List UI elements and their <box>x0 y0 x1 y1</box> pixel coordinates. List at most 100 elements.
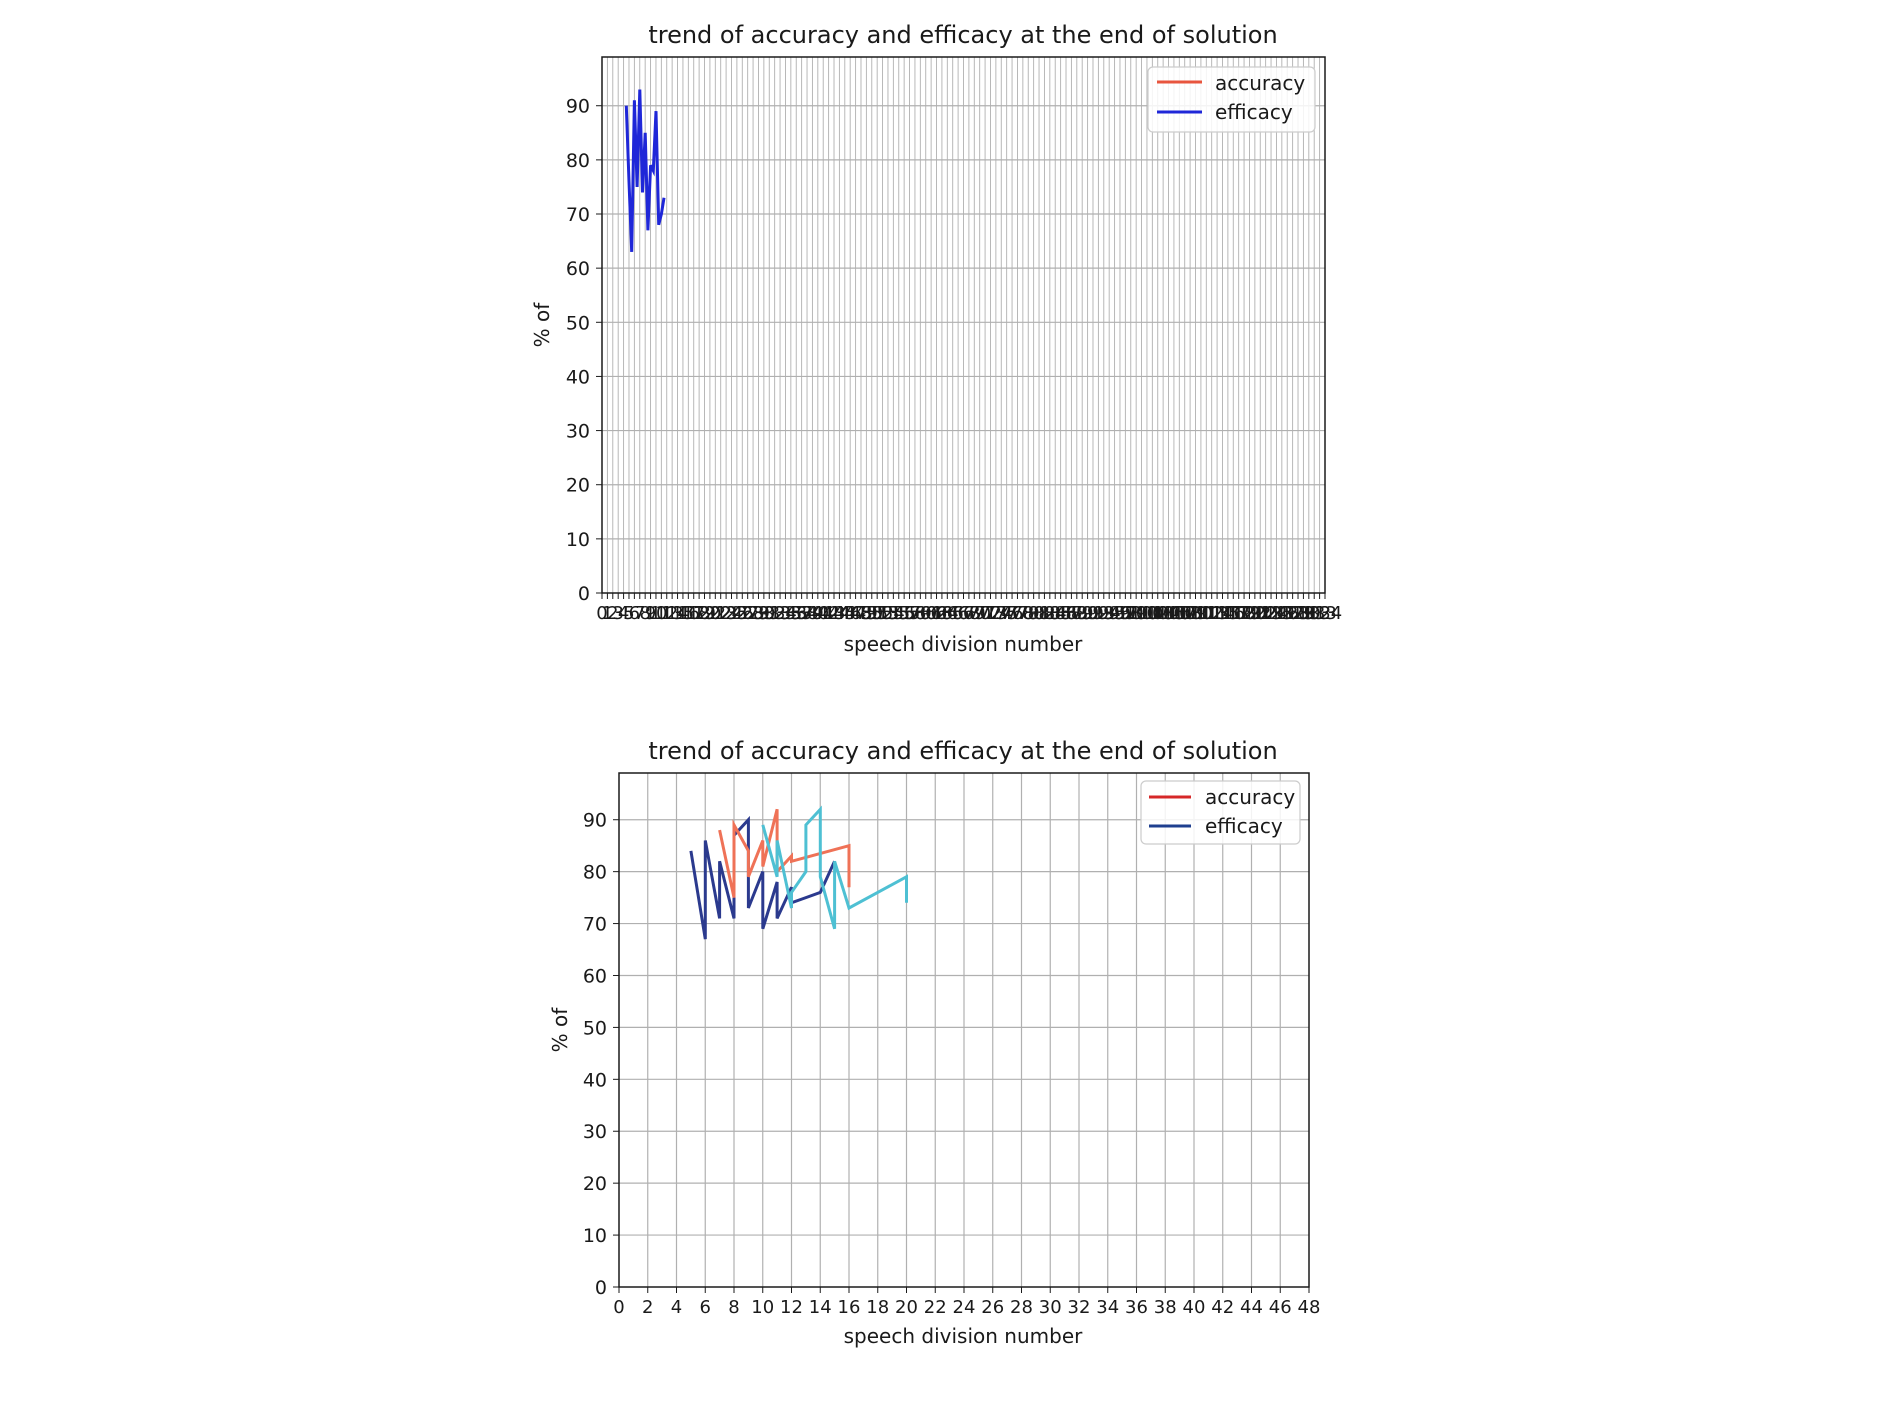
x-tick-label: 13 <box>661 603 684 624</box>
x-tick-label: 46 <box>1269 1297 1292 1318</box>
x-tick-label: 120 <box>1232 603 1266 624</box>
x-tick-label: 43 <box>823 603 846 624</box>
y-tick-label: 60 <box>583 965 607 987</box>
x-tick-label: 29 <box>747 603 770 624</box>
x-tick-label: 105 <box>1151 603 1185 624</box>
x-tick-label: 132 <box>1297 603 1331 624</box>
x-tick-label: 118 <box>1221 603 1255 624</box>
x-tick-label: 70 <box>968 603 991 624</box>
y-tick-label: 30 <box>583 1121 607 1143</box>
y-tick-label: 70 <box>566 204 590 226</box>
series-line-0 <box>624 89 666 252</box>
x-tick-label: 8 <box>639 603 650 624</box>
x-tick-label: 31 <box>758 603 781 624</box>
x-tick-label: 48 <box>1298 1297 1321 1318</box>
y-tick-label: 0 <box>595 1277 607 1299</box>
x-tick-label: 123 <box>1248 603 1282 624</box>
y-tick-label: 0 <box>578 583 590 605</box>
x-tick-label: 41 <box>812 603 835 624</box>
x-tick-label: 76 <box>1001 603 1024 624</box>
x-tick-label: 49 <box>855 603 878 624</box>
x-tick-label: 51 <box>866 603 889 624</box>
x-tick-label: 79 <box>1017 603 1040 624</box>
x-tick-label: 22 <box>924 1297 947 1318</box>
x-tick-label: 133 <box>1302 603 1336 624</box>
x-tick-label: 110 <box>1178 603 1212 624</box>
chart-top-title: trend of accuracy and efficacy at the en… <box>648 21 1277 49</box>
x-tick-label: 52 <box>871 603 894 624</box>
chart-bottom-legend: accuracy efficacy <box>1140 780 1301 845</box>
x-tick-label: 129 <box>1281 603 1315 624</box>
x-tick-label: 16 <box>677 603 700 624</box>
chart-bottom-xlabel: speech division number <box>844 1324 1083 1348</box>
y-tick-label: 80 <box>583 862 607 884</box>
x-tick-label: 106 <box>1157 603 1191 624</box>
x-tick-label: 85 <box>1049 603 1072 624</box>
x-tick-label: 102 <box>1135 603 1169 624</box>
x-tick-label: 18 <box>866 1297 889 1318</box>
x-tick-label: 90 <box>1076 603 1099 624</box>
x-tick-label: 94 <box>1098 603 1121 624</box>
x-tick-label: 37 <box>790 603 813 624</box>
y-tick-label: 10 <box>583 1225 607 1247</box>
x-tick-label: 28 <box>1010 1297 1033 1318</box>
y-tick-label: 50 <box>566 312 590 334</box>
x-tick-label: 107 <box>1162 603 1196 624</box>
y-tick-label: 30 <box>566 421 590 443</box>
x-tick-label: 0 <box>596 603 607 624</box>
y-tick-label: 80 <box>566 150 590 172</box>
x-tick-label: 86 <box>1055 603 1078 624</box>
x-tick-label: 14 <box>666 603 689 624</box>
x-tick-label: 26 <box>731 603 754 624</box>
chart-top-xlabel: speech division number <box>844 632 1083 656</box>
x-tick-label: 26 <box>981 1297 1004 1318</box>
chart-bottom-svg: 0 2 4 6 8 10 12 14 16 18 20 22 24 26 28 30 32 34 36 38 40 42 4… <box>548 737 1321 1348</box>
x-tick-label: 64 <box>936 603 959 624</box>
x-tick-label: 18 <box>688 603 711 624</box>
chart-bottom-legend-efficacy-label: efficacy <box>1205 814 1283 838</box>
chart-bottom: 0 2 4 6 8 10 12 14 16 18 20 22 24 26 28 30 32 34 36 38 40 42 4… <box>0 700 1890 1417</box>
x-tick-label: 20 <box>698 603 721 624</box>
x-tick-label: 30 <box>1039 1297 1062 1318</box>
x-tick-label: 115 <box>1205 603 1239 624</box>
x-tick-label: 112 <box>1189 603 1223 624</box>
x-tick-label: 92 <box>1087 603 1110 624</box>
x-tick-label: 42 <box>817 603 840 624</box>
x-tick-label: 84 <box>1044 603 1067 624</box>
x-tick-label: 38 <box>1154 1297 1177 1318</box>
y-tick-label: 40 <box>583 1069 607 1091</box>
x-tick-label: 91 <box>1082 603 1105 624</box>
chart-top-legend: accuracy efficacy <box>1147 66 1316 133</box>
x-tick-label: 10 <box>751 1297 774 1318</box>
x-tick-label: 60 <box>914 603 937 624</box>
x-tick-label: 47 <box>844 603 867 624</box>
chart-top-legend-accuracy-label: accuracy <box>1215 71 1305 95</box>
x-tick-label: 30 <box>752 603 775 624</box>
x-tick-label: 111 <box>1184 603 1218 624</box>
x-tick-label: 99 <box>1125 603 1148 624</box>
x-tick-label: 72 <box>979 603 1002 624</box>
x-tick-label: 24 <box>720 603 743 624</box>
x-tick-label: 23 <box>715 603 738 624</box>
x-tick-label: 89 <box>1071 603 1094 624</box>
x-tick-label: 38 <box>796 603 819 624</box>
x-tick-label: 66 <box>947 603 970 624</box>
x-tick-label: 116 <box>1211 603 1245 624</box>
x-tick-label: 12 <box>655 603 678 624</box>
x-tick-label: 65 <box>941 603 964 624</box>
y-tick-label: 70 <box>583 914 607 936</box>
x-tick-label: 48 <box>850 603 873 624</box>
chart-top-legend-efficacy-label: efficacy <box>1215 100 1293 124</box>
x-tick-label: 25 <box>725 603 748 624</box>
x-tick-label: 62 <box>925 603 948 624</box>
x-tick-label: 61 <box>920 603 943 624</box>
x-tick-label: 44 <box>828 603 851 624</box>
chart-bottom-ylabel: % of <box>548 1007 572 1053</box>
x-tick-label: 68 <box>957 603 980 624</box>
x-tick-label: 22 <box>709 603 732 624</box>
x-tick-label: 97 <box>1114 603 1137 624</box>
x-tick-label: 19 <box>693 603 716 624</box>
x-tick-label: 87 <box>1060 603 1083 624</box>
x-tick-label: 109 <box>1173 603 1207 624</box>
x-tick-label: 9 <box>645 603 656 624</box>
